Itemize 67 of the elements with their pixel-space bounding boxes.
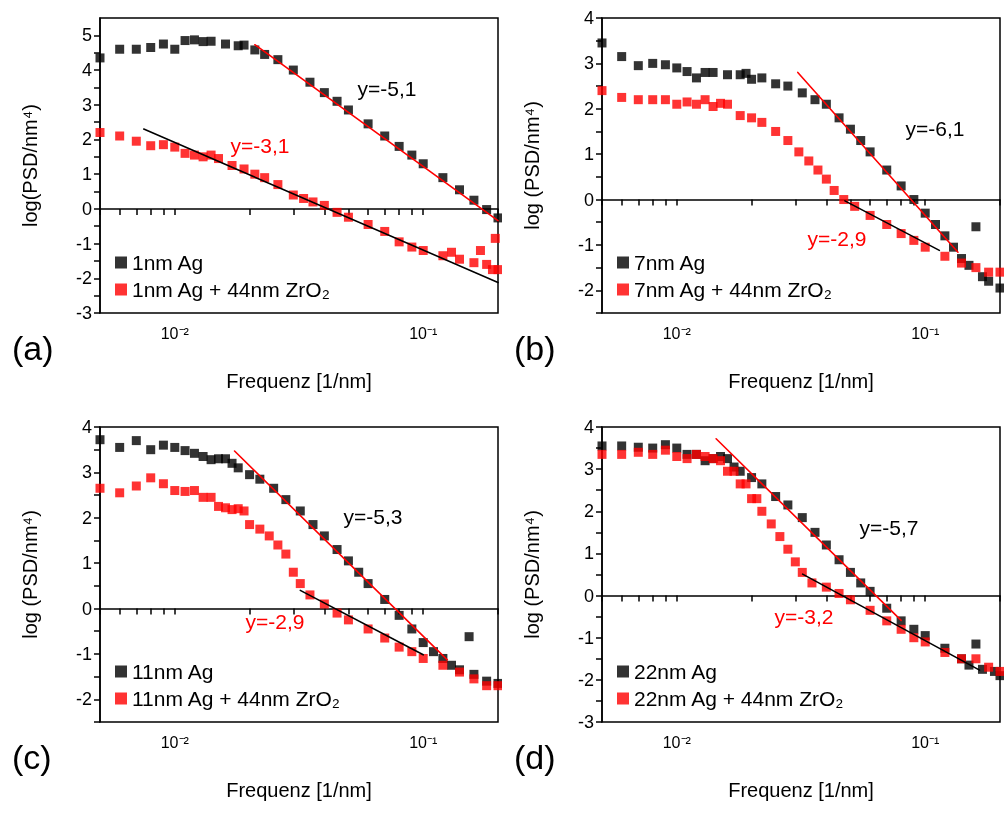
y-tick-label: 2: [583, 98, 594, 119]
legend-label: 1nm Ag + 44nm ZrO₂: [132, 278, 330, 301]
y-tick-label: 3: [583, 53, 594, 74]
legend-label: 22nm Ag + 44nm ZrO₂: [634, 687, 844, 710]
x-tick-label: 10⁻²: [662, 733, 692, 751]
annotation: y=-2,9: [245, 609, 305, 633]
x-axis-title: Frequenz [1/nm]: [728, 370, 874, 392]
y-tick-label: 1: [81, 553, 92, 574]
y-tick-label: 1: [583, 144, 594, 165]
y-tick-label: 4: [583, 8, 594, 28]
x-axis-title: Frequenz [1/nm]: [226, 370, 372, 392]
legend-label: 22nm Ag: [634, 660, 717, 683]
text: (d): [514, 738, 556, 776]
y-tick-label: -2: [577, 669, 594, 690]
y-tick-label: 3: [81, 462, 92, 483]
y-tick-label: 5: [81, 25, 92, 46]
annotation: y=-6,1: [905, 116, 965, 140]
x-tick-label: 10⁻¹: [911, 733, 940, 751]
annotation: y=-5,7: [859, 515, 919, 539]
text: (a): [12, 329, 54, 367]
x-tick-label: 10⁻²: [662, 324, 692, 342]
y-tick-label: 0: [81, 198, 92, 219]
y-tick-label: -2: [577, 280, 594, 301]
y-tick-label: 4: [81, 60, 92, 81]
y-tick-label: 0: [583, 585, 594, 606]
y-axis-title: log (PSD/nm⁴): [19, 510, 41, 639]
annotation: y=-5,1: [357, 76, 417, 100]
x-tick-label: 10⁻²: [160, 324, 190, 342]
annotation: y=-2,9: [807, 226, 867, 250]
y-tick-label: 1: [81, 164, 92, 185]
y-tick-label: -3: [75, 303, 92, 323]
x-axis-title: Frequenz [1/nm]: [728, 779, 874, 801]
y-tick-label: 0: [583, 189, 594, 210]
y-tick-label: 2: [81, 507, 92, 528]
y-tick-label: -2: [75, 268, 92, 289]
y-tick-label: -1: [75, 643, 92, 664]
text: (b): [514, 329, 556, 367]
y-tick-label: -1: [75, 233, 92, 254]
y-axis-title: log (PSD/nm⁴): [521, 510, 543, 639]
y-tick-label: -3: [577, 712, 594, 732]
x-axis-title: Frequenz [1/nm]: [226, 779, 372, 801]
y-tick-label: 0: [81, 598, 92, 619]
legend-label: 11nm Ag: [132, 660, 214, 683]
text: (c): [12, 738, 52, 776]
x-tick-label: 10⁻¹: [911, 324, 940, 342]
y-tick-label: 3: [583, 459, 594, 480]
legend-label: 1nm Ag: [132, 251, 204, 274]
y-tick-label: 4: [81, 417, 92, 437]
x-tick-label: 10⁻²: [160, 733, 190, 751]
y-tick-label: -2: [75, 689, 92, 710]
y-tick-label: 4: [583, 417, 594, 437]
y-tick-label: 1: [583, 543, 594, 564]
x-tick-label: 10⁻¹: [409, 733, 438, 751]
x-tick-label: 10⁻¹: [409, 324, 438, 342]
y-tick-label: -1: [577, 234, 594, 255]
annotation: y=-5,3: [343, 504, 403, 528]
legend-label: 11nm Ag + 44nm ZrO₂: [132, 687, 340, 710]
annotation: y=-3,2: [774, 604, 834, 628]
y-axis-title: log (PSD/nm⁴): [521, 101, 543, 230]
legend-label: 7nm Ag: [634, 251, 706, 274]
y-tick-label: 2: [81, 129, 92, 150]
y-tick-label: -1: [577, 627, 594, 648]
y-axis-title: log(PSD/nm⁴): [19, 103, 41, 228]
legend-label: 7nm Ag + 44nm ZrO₂: [634, 278, 832, 301]
y-tick-label: 2: [583, 501, 594, 522]
annotation: y=-3,1: [230, 133, 290, 157]
y-tick-label: 3: [81, 94, 92, 115]
